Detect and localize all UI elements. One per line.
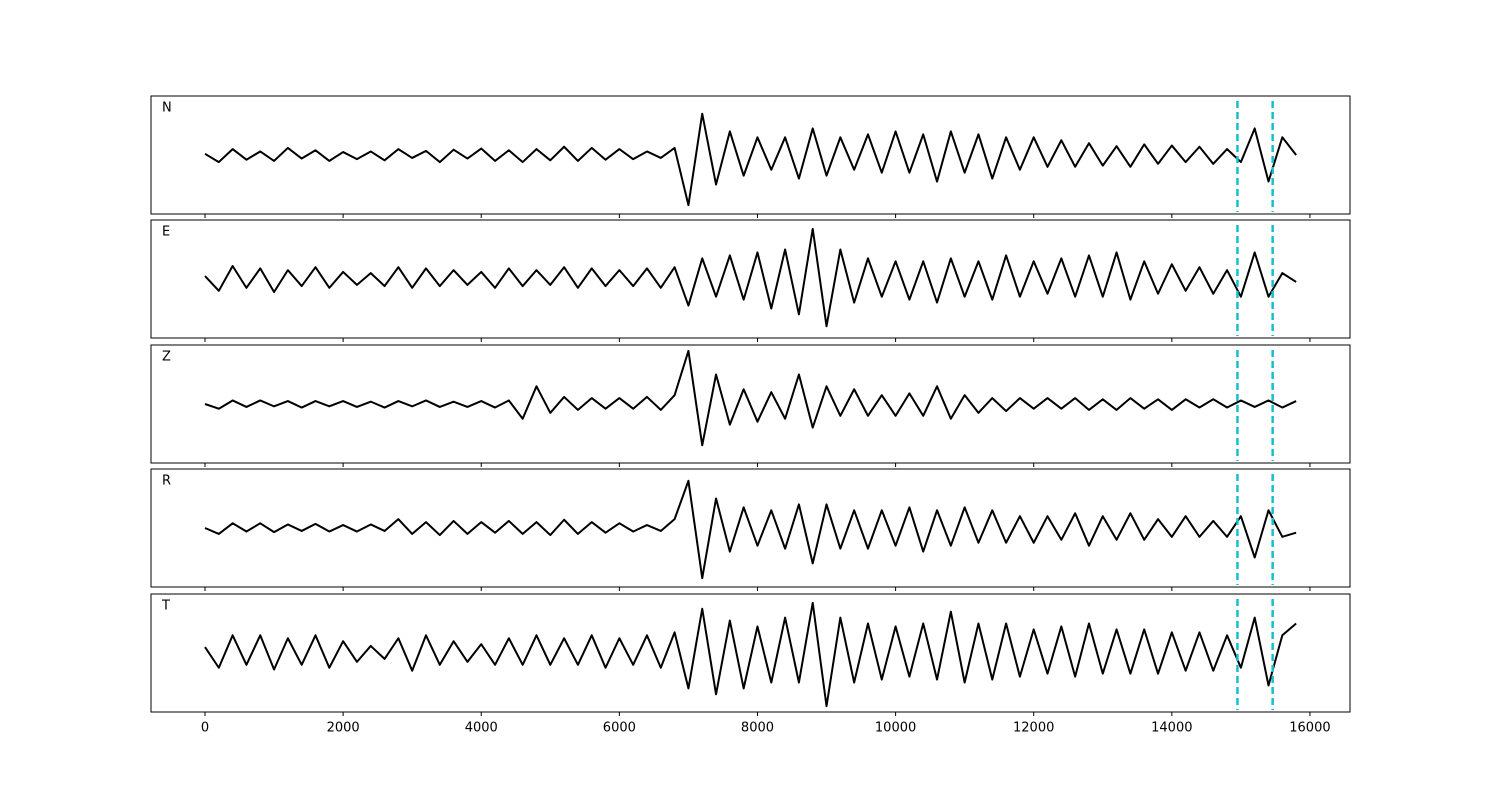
panel-label: T bbox=[161, 599, 170, 614]
panel-frame bbox=[150, 468, 1351, 588]
x-tick-label: 14000 bbox=[1151, 721, 1192, 736]
x-tick-label: 12000 bbox=[1013, 721, 1054, 736]
panel-frame bbox=[150, 95, 1351, 215]
x-tick-label: 16000 bbox=[1289, 721, 1330, 736]
trace bbox=[204, 227, 1297, 328]
panel-label: R bbox=[162, 474, 171, 489]
trace bbox=[204, 349, 1297, 447]
panel-frame bbox=[150, 344, 1351, 464]
x-tick-label: 6000 bbox=[603, 721, 636, 736]
trace bbox=[204, 601, 1297, 708]
x-tick-label: 8000 bbox=[741, 721, 774, 736]
trace bbox=[204, 479, 1297, 580]
panel-frame bbox=[150, 219, 1351, 339]
panel-frame bbox=[150, 593, 1351, 713]
x-tick-label: 10000 bbox=[875, 721, 916, 736]
panel-label: E bbox=[162, 225, 170, 240]
panel-label: Z bbox=[162, 350, 171, 365]
trace bbox=[204, 112, 1297, 207]
x-tick-label: 2000 bbox=[327, 721, 360, 736]
panel-label: N bbox=[162, 101, 172, 116]
x-tick-label: 4000 bbox=[465, 721, 498, 736]
x-tick-label: 0 bbox=[201, 721, 209, 736]
